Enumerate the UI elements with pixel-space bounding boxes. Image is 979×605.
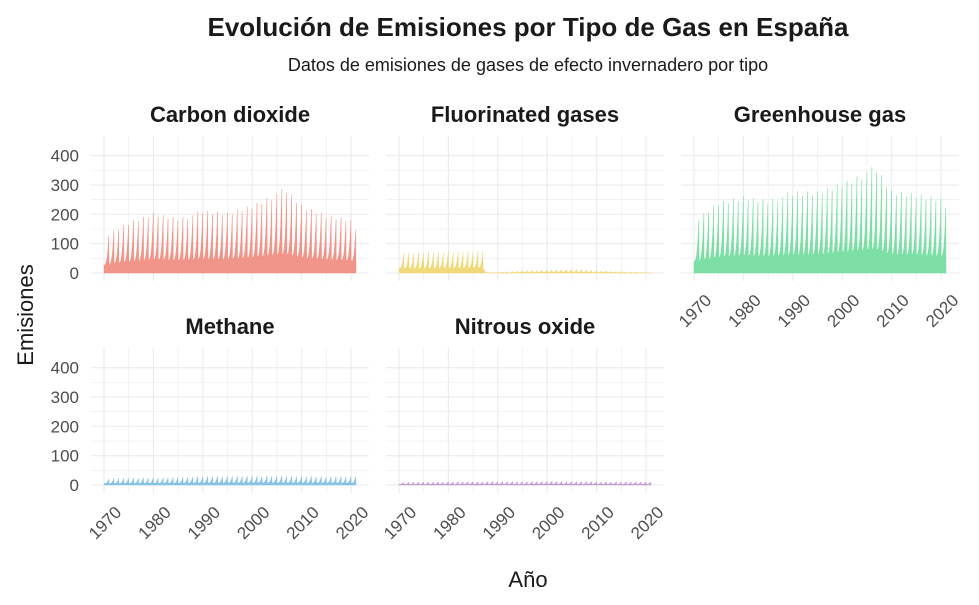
x-tick-label: 2010 <box>283 503 323 543</box>
y-tick-label: 400 <box>51 359 79 378</box>
series-area <box>398 250 652 274</box>
x-axis-title: Año <box>508 567 547 592</box>
facet-panels: Carbon dioxide 0 100 200 300 400 Fluorinated g… <box>51 102 963 543</box>
x-tick-label: 2000 <box>528 503 568 543</box>
series-area <box>693 167 947 274</box>
y-tick-label: 0 <box>70 264 79 283</box>
chart-title: Evolución de Emisiones por Tipo de Gas e… <box>207 12 849 42</box>
series-area <box>103 475 357 486</box>
panel-carbon-dioxide: Carbon dioxide 0 100 200 300 400 <box>51 102 369 283</box>
y-tick-label: 200 <box>51 205 79 224</box>
y-tick-label: 300 <box>51 388 79 407</box>
x-tick-label: 2020 <box>922 291 962 331</box>
facet-label: Fluorinated gases <box>431 102 619 127</box>
x-tick-label: 1990 <box>774 291 814 331</box>
facet-label: Greenhouse gas <box>734 102 906 127</box>
x-tick-label: 1970 <box>85 503 125 543</box>
x-tick-label: 2010 <box>873 291 913 331</box>
y-tick-label: 0 <box>70 476 79 495</box>
x-tick-label: 2020 <box>332 503 372 543</box>
y-tick-label: 100 <box>51 235 79 254</box>
chart-subtitle: Datos de emisiones de gases de efecto in… <box>288 55 768 75</box>
facet-label: Carbon dioxide <box>150 102 310 127</box>
x-tick-label: 1980 <box>135 503 175 543</box>
y-tick-label: 400 <box>51 147 79 166</box>
x-tick-label: 2010 <box>578 503 618 543</box>
x-tick-label: 1990 <box>184 503 224 543</box>
facet-label: Methane <box>185 314 274 339</box>
x-tick-label: 1990 <box>479 503 519 543</box>
y-tick-label: 200 <box>51 417 79 436</box>
panel-fluorinated-gases: Fluorinated gases <box>386 102 664 281</box>
x-tick-label: 1970 <box>675 291 715 331</box>
y-tick-label: 100 <box>51 447 79 466</box>
x-tick-label: 2000 <box>233 503 273 543</box>
x-tick-label: 2000 <box>823 291 863 331</box>
panel-nitrous-oxide: Nitrous oxide 1970 1980 1990 2000 2010 2020 <box>380 314 667 543</box>
x-tick-label: 1980 <box>430 503 470 543</box>
y-tick-label: 300 <box>51 176 79 195</box>
series-area <box>398 480 652 486</box>
x-tick-label: 1980 <box>725 291 765 331</box>
facet-label: Nitrous oxide <box>455 314 596 339</box>
x-tick-label: 2020 <box>627 503 667 543</box>
x-tick-label: 1970 <box>380 503 420 543</box>
panel-greenhouse-gas: Greenhouse gas 1970 1980 1990 2000 2010 2020 <box>675 102 962 331</box>
panel-methane: Methane 0 100 200 300 400 1970 1980 1990 2000 2010… <box>51 314 373 543</box>
series-area <box>103 189 357 274</box>
y-axis-title: Emisiones <box>13 264 38 365</box>
